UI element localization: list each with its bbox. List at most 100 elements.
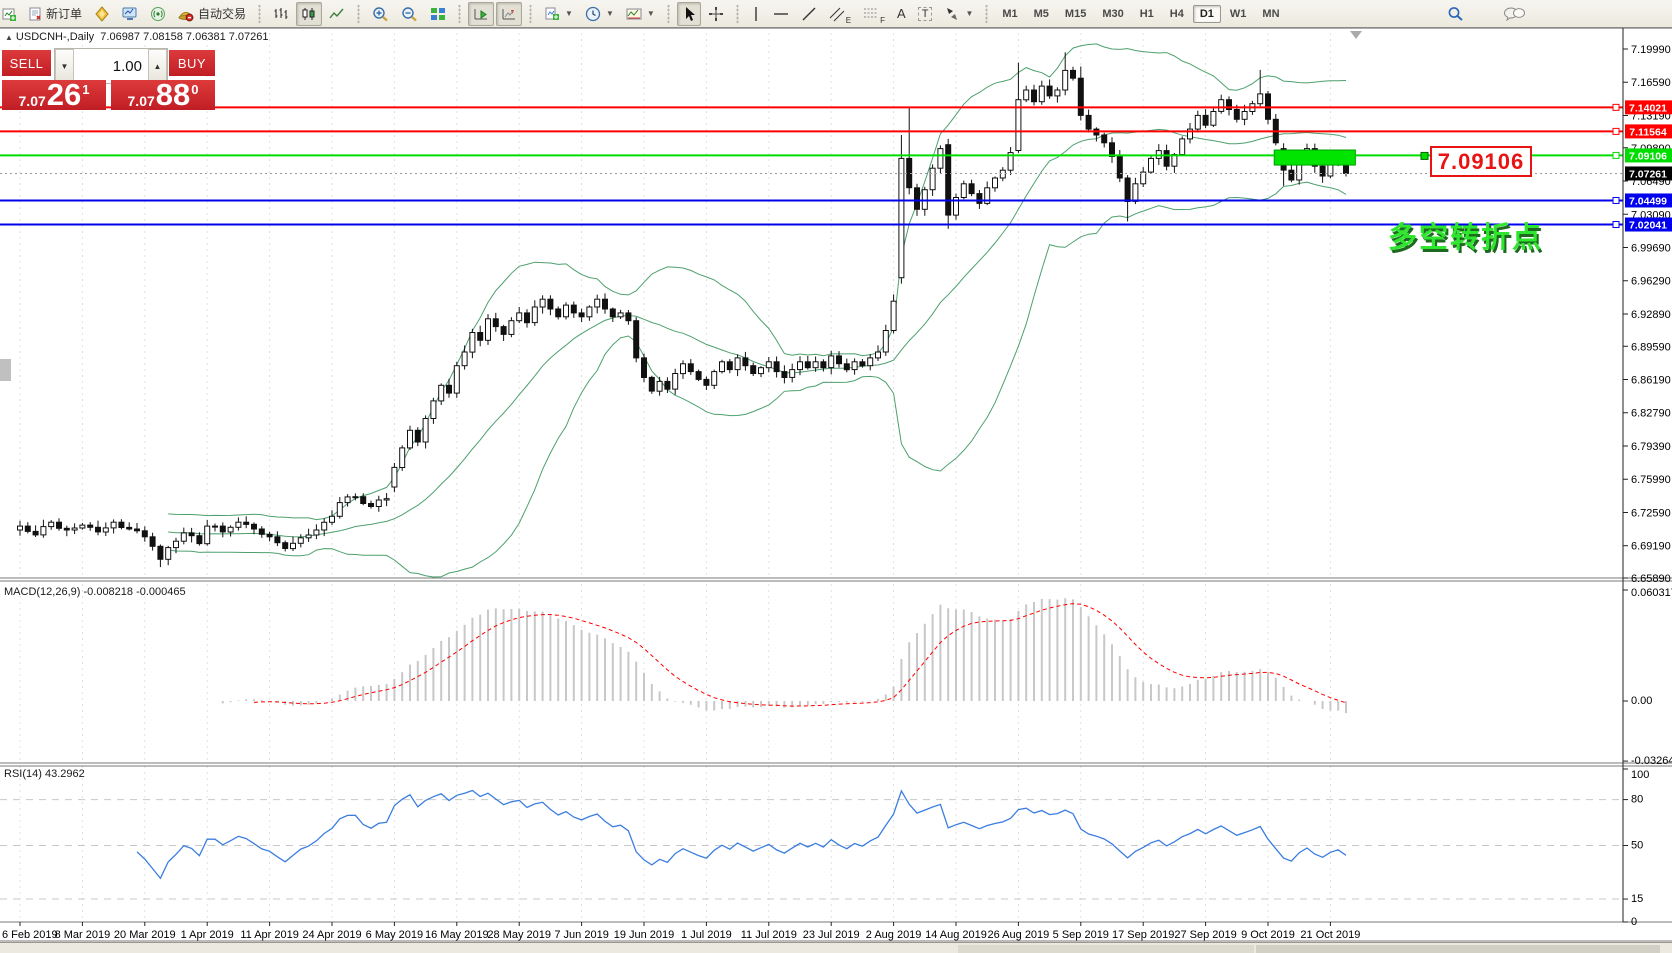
candle-body xyxy=(976,193,983,204)
timeframe-mn-button[interactable]: MN xyxy=(1262,7,1280,20)
text-button[interactable]: A xyxy=(892,2,911,26)
candle-body xyxy=(1124,177,1131,202)
sell-button[interactable]: SELL xyxy=(2,50,51,76)
timeframe-h1-button[interactable]: H1 xyxy=(1139,7,1154,20)
toolbar-drag-handle[interactable] xyxy=(356,4,362,23)
chart-window-title: ▲ USDCNH-,Daily 7.06987 7.08158 7.06381 7… xyxy=(5,31,269,43)
zoom-in-button[interactable] xyxy=(367,2,394,26)
buy-button[interactable]: BUY xyxy=(169,50,215,76)
auto-scroll-button[interactable] xyxy=(468,1,495,26)
toolbar-drag-handle[interactable] xyxy=(528,4,534,23)
candle-body xyxy=(149,536,156,547)
candle-body xyxy=(1109,142,1115,158)
profile-button[interactable] xyxy=(89,2,115,26)
timeframe-h4-button[interactable]: H4 xyxy=(1169,7,1184,20)
tile-windows-button[interactable] xyxy=(425,2,451,26)
auto-trading-button[interactable]: 自动交易 xyxy=(173,2,251,26)
date-tick-label: 26 Aug 2019 xyxy=(988,929,1050,941)
equidistant-channel-button[interactable]: E xyxy=(824,2,856,26)
price-callout-box[interactable]: 7.09106 xyxy=(1430,146,1532,177)
date-tick-label: 2 Aug 2019 xyxy=(866,929,922,941)
date-tick-label: 5 Sep 2019 xyxy=(1053,929,1109,941)
vertical-line-button[interactable] xyxy=(746,2,766,26)
candle-body xyxy=(1140,171,1147,185)
rsi-line xyxy=(136,789,1347,880)
candle-body xyxy=(48,521,55,528)
candle-body xyxy=(1062,69,1069,91)
green-zone-rectangle[interactable] xyxy=(1273,149,1356,166)
bar-chart-button[interactable] xyxy=(268,2,294,26)
arrows-button[interactable]: ▼ xyxy=(939,2,978,26)
pivot-annotation[interactable]: 多空转折点 xyxy=(1388,222,1544,254)
fibonacci-button[interactable]: F xyxy=(858,2,890,26)
candle-body xyxy=(297,537,304,544)
dropdown-caret-icon: ▼ xyxy=(965,9,974,18)
signals-button[interactable] xyxy=(145,2,171,26)
candle-body xyxy=(719,361,725,373)
horizontal-line-button[interactable] xyxy=(768,2,794,26)
price-tick-label: 7.16590 xyxy=(1631,77,1671,89)
candle-body xyxy=(882,330,889,353)
candle-body xyxy=(469,332,476,353)
sell-price-button[interactable]: 7.07 26 1 xyxy=(2,79,106,110)
chat-button[interactable] xyxy=(1498,2,1530,26)
price-tick-label: 6.82790 xyxy=(1631,408,1671,420)
new-order-button[interactable]: 新订单 xyxy=(23,2,87,26)
line-end-anchor[interactable] xyxy=(1612,196,1620,204)
edge-chart-button[interactable] xyxy=(0,2,21,26)
crosshair-button[interactable] xyxy=(703,2,729,26)
candle-body xyxy=(430,400,437,419)
timeframe-d1-button[interactable]: D1 xyxy=(1192,4,1221,23)
text-label-button[interactable]: T xyxy=(913,2,938,26)
timeframe-m15-button[interactable]: M15 xyxy=(1064,7,1087,20)
toolbar-drag-handle[interactable] xyxy=(257,4,263,23)
timeframe-m30-button[interactable]: M30 xyxy=(1102,7,1124,20)
candle-body xyxy=(1210,111,1217,126)
timeframe-m1-button[interactable]: M1 xyxy=(1002,7,1018,20)
line-chart-icon xyxy=(329,7,345,21)
date-tick-label: 17 Sep 2019 xyxy=(1112,929,1174,941)
price-tick-label: 7.19990 xyxy=(1631,44,1671,56)
templates-button[interactable]: ▼ xyxy=(621,2,660,26)
toolbar-drag-handle[interactable] xyxy=(734,4,740,23)
collapse-arrow-icon[interactable]: ▲ xyxy=(5,33,13,42)
candle-body xyxy=(820,361,827,369)
timeframe-m5-button[interactable]: M5 xyxy=(1033,7,1049,20)
sell-price-base: 7.07 xyxy=(18,93,46,109)
line-end-anchor[interactable] xyxy=(1612,151,1620,159)
search-button[interactable] xyxy=(1442,2,1469,26)
chart-shift-button[interactable] xyxy=(496,1,523,26)
candle-body xyxy=(711,371,718,386)
timeframe-w1-button[interactable]: W1 xyxy=(1229,7,1247,20)
buy-price-button[interactable]: 7.07 88 0 xyxy=(111,79,215,110)
candle-body xyxy=(602,298,608,310)
chart-shift-marker[interactable] xyxy=(1350,31,1362,39)
candle-body xyxy=(453,365,460,394)
candle-body xyxy=(1070,69,1076,79)
candle-body xyxy=(992,177,998,189)
price-tick-label: 6.86190 xyxy=(1631,375,1671,387)
scroll-stub[interactable] xyxy=(0,359,11,381)
cursor-button[interactable] xyxy=(676,1,701,26)
periods-button[interactable]: ▼ xyxy=(580,2,619,26)
volume-input[interactable]: 1.00 xyxy=(112,57,142,75)
toolbar-drag-handle[interactable] xyxy=(984,4,990,23)
line-end-anchor[interactable] xyxy=(1612,103,1620,111)
line-chart-button[interactable] xyxy=(324,2,350,26)
market-watch-button[interactable] xyxy=(117,2,143,26)
toolbar-drag-handle[interactable] xyxy=(665,4,671,23)
trendline-button[interactable] xyxy=(796,2,822,26)
date-tick-label: 19 Jun 2019 xyxy=(614,929,675,941)
line-center-anchor[interactable] xyxy=(1420,151,1429,160)
candle-body xyxy=(851,361,858,371)
line-end-anchor[interactable] xyxy=(1612,221,1620,229)
line-end-anchor[interactable] xyxy=(1612,127,1620,135)
zoom-out-button[interactable] xyxy=(396,2,423,26)
rsi-tick-label: 0 xyxy=(1631,916,1637,928)
candlestick-chart-button[interactable] xyxy=(296,1,323,26)
toolbar-drag-handle[interactable] xyxy=(457,4,463,23)
candle-body xyxy=(71,527,78,531)
indicators-button[interactable]: ▼ xyxy=(539,2,578,26)
cursor-arrow-icon xyxy=(682,6,696,22)
